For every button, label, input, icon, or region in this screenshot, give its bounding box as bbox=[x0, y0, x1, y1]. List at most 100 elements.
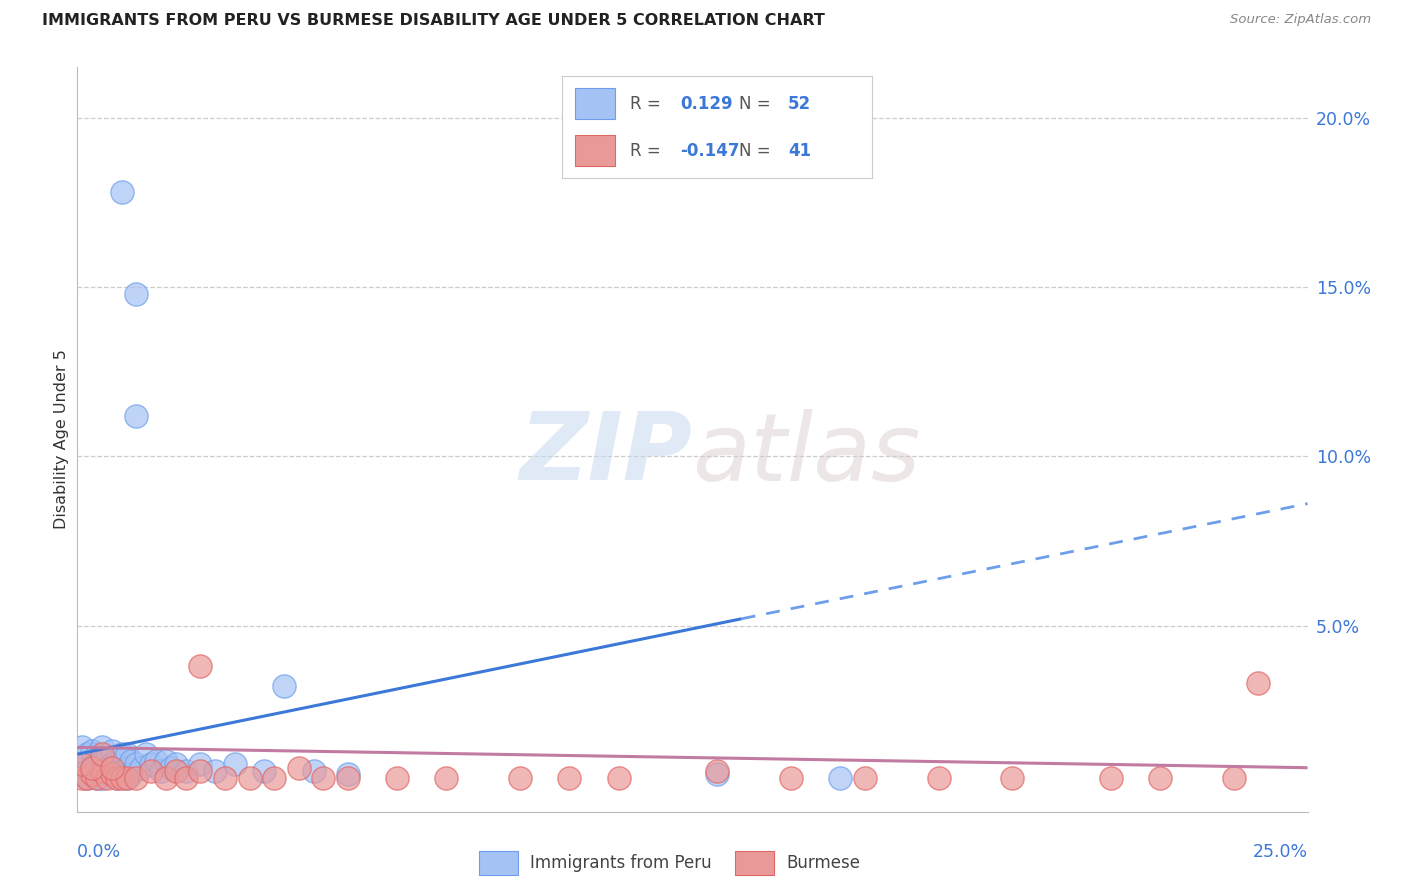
Point bbox=[96, 771, 118, 785]
Point bbox=[86, 771, 108, 785]
Point bbox=[165, 764, 187, 778]
Text: Immigrants from Peru: Immigrants from Peru bbox=[530, 854, 711, 872]
Point bbox=[125, 757, 148, 772]
Point bbox=[263, 771, 285, 785]
Point bbox=[174, 771, 197, 785]
Point bbox=[86, 764, 108, 778]
Point bbox=[111, 185, 132, 199]
Point bbox=[101, 767, 124, 781]
Point bbox=[90, 771, 114, 785]
Point bbox=[830, 771, 852, 785]
Point bbox=[780, 771, 803, 785]
Point bbox=[111, 747, 132, 761]
Text: 0.0%: 0.0% bbox=[77, 843, 121, 861]
Point bbox=[141, 757, 163, 772]
Point bbox=[174, 764, 197, 778]
Point bbox=[76, 771, 98, 785]
Text: R =: R = bbox=[630, 142, 666, 160]
Text: atlas: atlas bbox=[693, 409, 921, 500]
Point bbox=[105, 771, 128, 785]
Point bbox=[82, 761, 104, 775]
Point bbox=[509, 771, 531, 785]
Point bbox=[86, 771, 108, 785]
Text: 25.0%: 25.0% bbox=[1253, 843, 1308, 861]
Point bbox=[125, 409, 148, 423]
Text: N =: N = bbox=[738, 142, 776, 160]
Point bbox=[101, 744, 124, 758]
Point bbox=[204, 764, 226, 778]
Point bbox=[90, 764, 114, 778]
Y-axis label: Disability Age Under 5: Disability Age Under 5 bbox=[53, 350, 69, 529]
Point bbox=[115, 761, 138, 775]
Point bbox=[337, 771, 360, 785]
Point bbox=[135, 747, 157, 761]
Point bbox=[253, 764, 276, 778]
Point bbox=[607, 771, 630, 785]
Point bbox=[101, 757, 124, 772]
Point bbox=[111, 764, 132, 778]
Point bbox=[1223, 771, 1246, 785]
Text: 52: 52 bbox=[789, 95, 811, 112]
Point bbox=[155, 754, 177, 768]
Point bbox=[111, 771, 132, 785]
Point bbox=[145, 754, 167, 768]
Point bbox=[853, 771, 876, 785]
Point bbox=[101, 761, 124, 775]
Point bbox=[1099, 771, 1122, 785]
Point bbox=[141, 764, 163, 778]
Point bbox=[82, 767, 104, 781]
Point bbox=[312, 771, 335, 785]
Point bbox=[96, 764, 118, 778]
Point bbox=[288, 761, 311, 775]
Point bbox=[190, 764, 212, 778]
Text: -0.147: -0.147 bbox=[681, 142, 740, 160]
Point bbox=[302, 764, 325, 778]
Point bbox=[90, 764, 114, 778]
Point bbox=[155, 771, 177, 785]
Text: ZIP: ZIP bbox=[520, 409, 693, 500]
Point bbox=[121, 754, 143, 768]
Point bbox=[76, 764, 98, 778]
Text: IMMIGRANTS FROM PERU VS BURMESE DISABILITY AGE UNDER 5 CORRELATION CHART: IMMIGRANTS FROM PERU VS BURMESE DISABILI… bbox=[42, 13, 825, 29]
Point bbox=[90, 754, 114, 768]
Point bbox=[105, 764, 128, 778]
Bar bbox=[734, 851, 773, 875]
Point bbox=[1149, 771, 1171, 785]
Bar bbox=[575, 88, 614, 119]
Point bbox=[82, 767, 104, 781]
Text: Source: ZipAtlas.com: Source: ZipAtlas.com bbox=[1230, 13, 1371, 27]
Point bbox=[101, 767, 124, 781]
Point bbox=[436, 771, 458, 785]
Point bbox=[121, 767, 143, 781]
Point bbox=[82, 761, 104, 775]
Point bbox=[165, 757, 187, 772]
Point bbox=[224, 757, 246, 772]
Point bbox=[706, 764, 728, 778]
Point bbox=[190, 757, 212, 772]
Text: 41: 41 bbox=[789, 142, 811, 160]
Point bbox=[76, 771, 98, 785]
Point bbox=[706, 767, 728, 781]
Point bbox=[273, 680, 295, 694]
Point bbox=[160, 761, 183, 775]
Text: N =: N = bbox=[738, 95, 776, 112]
Point bbox=[1247, 676, 1270, 690]
Point bbox=[90, 747, 114, 761]
Text: R =: R = bbox=[630, 95, 666, 112]
Point bbox=[86, 747, 108, 761]
Point bbox=[928, 771, 950, 785]
Point bbox=[96, 750, 118, 764]
Point bbox=[190, 659, 212, 673]
Text: Burmese: Burmese bbox=[786, 854, 860, 872]
Point bbox=[82, 744, 104, 758]
Bar bbox=[575, 136, 614, 166]
Point bbox=[125, 286, 148, 301]
Point bbox=[337, 767, 360, 781]
Point bbox=[150, 764, 173, 778]
Point bbox=[105, 750, 128, 764]
Point bbox=[214, 771, 236, 785]
Point bbox=[70, 771, 93, 785]
Point bbox=[90, 740, 114, 755]
Point bbox=[131, 761, 153, 775]
Point bbox=[76, 747, 98, 761]
